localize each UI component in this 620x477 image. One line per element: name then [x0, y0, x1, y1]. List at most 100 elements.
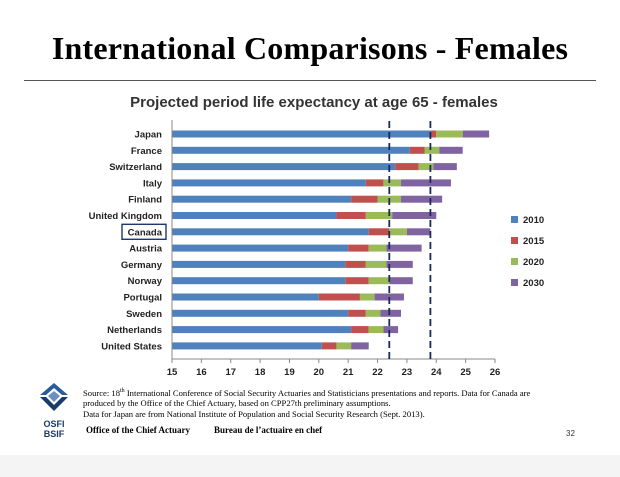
x-tick-label-20: 20	[314, 367, 325, 378]
x-tick-label-17: 17	[225, 367, 236, 378]
bar-portugal-2015	[318, 293, 360, 301]
bar-austria-2020	[368, 244, 387, 252]
source-note: Source: 18th International Conference of…	[83, 386, 563, 420]
bar-germany-2010	[172, 260, 346, 268]
x-tick-label-19: 19	[284, 367, 295, 378]
bar-united-states-2015	[321, 342, 337, 350]
bar-sweden-2020	[365, 309, 381, 317]
category-label-united-states: United States	[101, 341, 162, 352]
osfi-emblem-icon	[40, 383, 68, 411]
footer-office-en: Office of the Chief Actuary	[86, 425, 190, 435]
bar-united-kingdom-2030	[392, 212, 437, 219]
bar-switzerland-2010	[172, 163, 396, 171]
legend-label-2020: 2020	[523, 257, 544, 268]
bar-norway-2020	[368, 277, 390, 285]
category-label-switzerland: Switzerland	[109, 162, 162, 173]
bar-united-kingdom-2010	[172, 212, 337, 219]
bar-germany-2030	[386, 260, 413, 268]
bar-france-2010	[172, 146, 410, 154]
category-label-finland: Finland	[128, 195, 162, 206]
category-label-france: France	[131, 146, 162, 157]
bar-united-kingdom-2020	[365, 212, 393, 219]
bar-united-states-2030	[351, 342, 369, 350]
x-tick-label-22: 22	[372, 367, 383, 378]
x-tick-label-15: 15	[167, 367, 178, 378]
bar-finland-2010	[172, 195, 352, 203]
bar-austria-2010	[172, 244, 349, 252]
bar-france-2030	[439, 146, 463, 154]
bar-sweden-2030	[380, 309, 402, 317]
bar-germany-2020	[365, 260, 387, 268]
source-ordinal-suffix: th	[120, 388, 125, 394]
x-tick-label-18: 18	[255, 367, 266, 378]
bar-portugal-2020	[359, 293, 375, 301]
bar-japan-2020	[436, 130, 463, 138]
bar-france-2020	[424, 146, 440, 154]
x-tick-label-16: 16	[196, 367, 207, 378]
category-label-united-kingdom: United Kingdom	[89, 211, 162, 222]
logo-bsif: BSIF	[43, 429, 65, 439]
title-divider	[24, 80, 596, 81]
bar-norway-2010	[172, 277, 346, 285]
life-expectancy-chart: Projected period life expectancy at age …	[89, 94, 545, 378]
category-label-canada: Canada	[128, 227, 163, 238]
bar-canada-2030	[406, 228, 431, 236]
category-label-japan: Japan	[135, 130, 163, 141]
category-labels: Japan France Switzerland Italy Finland United…	[89, 130, 167, 352]
bar-italy-2020	[383, 179, 402, 187]
bar-japan-2015	[430, 130, 437, 138]
bar-netherlands-2010	[172, 326, 352, 334]
reference-lines	[388, 121, 432, 359]
bar-germany-2015	[345, 260, 366, 268]
bar-canada-2020	[389, 228, 407, 236]
x-axis: 15 16 17 18 19 20 21 22 23 24 25 26	[167, 120, 501, 378]
bar-united-states-2010	[172, 342, 322, 350]
category-label-germany: Germany	[121, 260, 163, 271]
page-number: 32	[566, 429, 575, 438]
bar-united-kingdom-2015	[336, 212, 366, 219]
source-japan-note: Data for Japan are from National Institu…	[83, 409, 425, 420]
bottom-strip	[0, 455, 620, 477]
x-tick-label-25: 25	[460, 367, 471, 378]
bar-sweden-2015	[348, 309, 366, 317]
legend-swatch-2020	[511, 258, 518, 265]
highlight-box-canada	[121, 223, 167, 241]
bar-japan-2010	[172, 130, 431, 138]
legend-swatch-2010	[511, 216, 518, 223]
bar-switzerland-2015	[395, 163, 419, 171]
logo-osfi: OSFI	[43, 419, 65, 429]
x-tick-label-24: 24	[431, 367, 442, 378]
source-text-rest: International Conference of Social Secur…	[83, 387, 531, 409]
bar-netherlands-2015	[351, 326, 369, 334]
legend: 2010 2015 2020 2030	[511, 215, 545, 289]
bar-italy-2015	[365, 179, 384, 187]
bar-united-states-2020	[336, 342, 352, 350]
bar-switzerland-2030	[433, 163, 457, 171]
page-title: International Comparisons - Females	[51, 30, 569, 66]
legend-label-2015: 2015	[523, 236, 545, 247]
category-label-italy: Italy	[143, 178, 163, 189]
osfi-logo: OSFI BSIF	[34, 381, 74, 451]
legend-label-2010: 2010	[523, 215, 544, 226]
bar-norway-2015	[345, 277, 369, 285]
bar-sweden-2010	[172, 309, 349, 317]
x-tick-label-26: 26	[490, 367, 501, 378]
category-label-austria: Austria	[129, 244, 162, 255]
bar-portugal-2010	[172, 293, 319, 301]
category-label-norway: Norway	[128, 276, 163, 287]
legend-label-2030: 2030	[523, 278, 544, 289]
bar-austria-2015	[348, 244, 369, 252]
bar-norway-2030	[389, 277, 413, 285]
legend-swatch-2015	[511, 237, 518, 244]
category-label-portugal: Portugal	[123, 293, 162, 304]
bar-japan-2030	[462, 130, 490, 138]
bar-italy-2030	[401, 179, 451, 187]
source-text-start: Source: 18	[83, 387, 120, 398]
bar-canada-2015	[368, 228, 390, 236]
x-tick-label-21: 21	[343, 367, 354, 378]
bar-switzerland-2020	[418, 163, 434, 171]
bar-canada-2010	[172, 228, 369, 236]
footer-office-fr: Bureau de l’actuaire en chef	[214, 425, 323, 435]
chart-title: Projected period life expectancy at age …	[130, 94, 498, 111]
bar-italy-2010	[172, 179, 366, 187]
